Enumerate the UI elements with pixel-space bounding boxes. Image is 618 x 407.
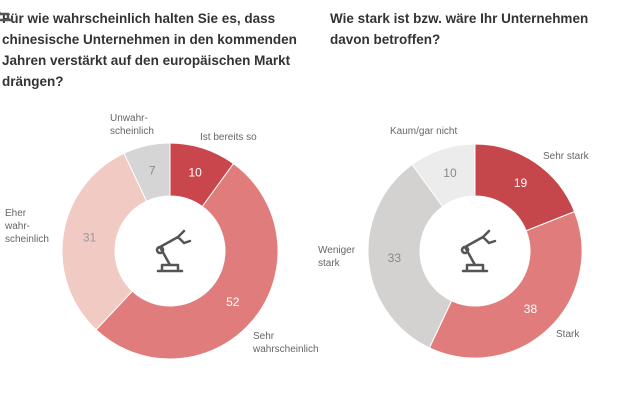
category-label: Unwahr- scheinlich xyxy=(110,113,154,137)
value-label: 38 xyxy=(524,302,538,316)
slice xyxy=(367,163,453,349)
robot-icon xyxy=(460,229,497,273)
slice xyxy=(61,152,148,331)
category-label: Weniger stark xyxy=(318,245,356,269)
category-label: Sehr wahrscheinlich xyxy=(253,331,319,355)
slice xyxy=(411,143,476,208)
value-label: 10 xyxy=(189,166,203,180)
value-label: 19 xyxy=(514,176,528,190)
value-label: 52 xyxy=(226,295,240,309)
category-label: Sehr stark xyxy=(543,151,589,162)
chart-title: Wie stark ist bzw. wäre Ihr Unternehmen … xyxy=(330,11,589,47)
robot-icon xyxy=(0,11,14,22)
slice xyxy=(123,142,171,202)
value-label: 7 xyxy=(149,164,156,178)
category-label: Ist bereits so xyxy=(200,132,257,143)
value-label: 33 xyxy=(388,251,402,265)
category-label: Stark xyxy=(556,329,580,340)
value-label: 31 xyxy=(83,230,97,244)
category-label: Eher wahr- scheinlich xyxy=(5,208,49,245)
slice xyxy=(95,162,279,360)
robot-icon xyxy=(155,229,192,273)
chart-title: Für wie wahrscheinlich halten Sie es, da… xyxy=(2,11,297,89)
slice xyxy=(428,210,583,359)
category-label: Kaum/gar nicht xyxy=(390,126,458,137)
value-label: 10 xyxy=(443,166,457,180)
